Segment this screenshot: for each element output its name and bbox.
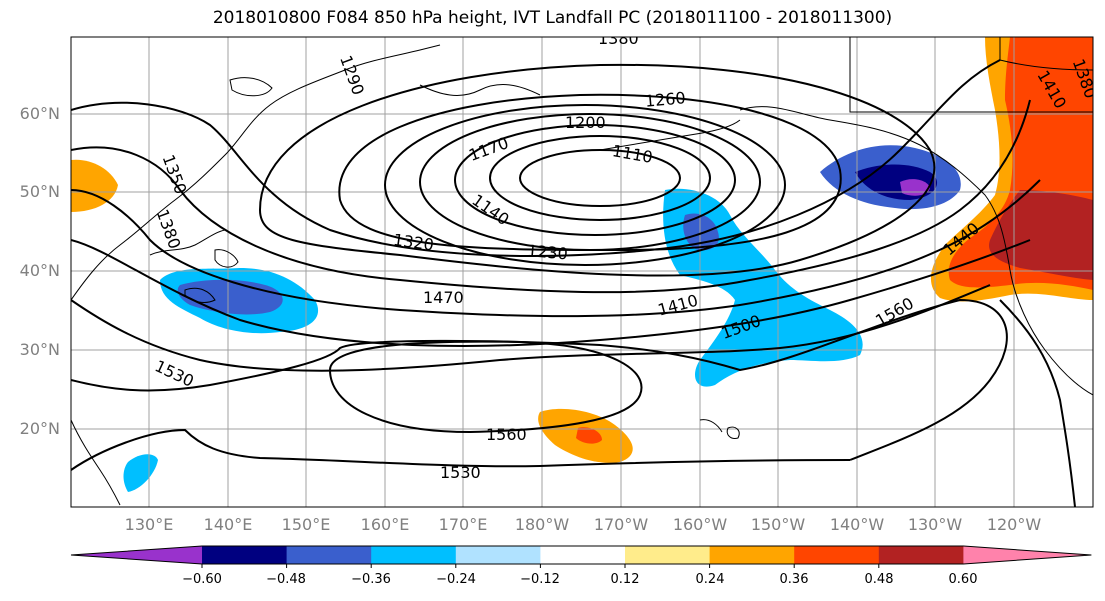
colorbar-tick-label: 0.12 xyxy=(610,572,640,587)
lon-label: 130°E xyxy=(124,515,174,534)
colorbar-tick-label: −0.48 xyxy=(266,572,306,587)
map-title: 2018010800 F084 850 hPa height, IVT Land… xyxy=(212,8,893,28)
colorbar-extend-max xyxy=(963,546,1092,564)
lon-label: 130°W xyxy=(907,515,963,534)
colorbar-tick-label: −0.36 xyxy=(351,572,391,587)
colorbar-extend-min xyxy=(71,546,202,564)
contour-label: 1560 xyxy=(486,425,527,444)
lon-label: 150°E xyxy=(281,515,331,534)
colorbar-segment xyxy=(709,546,795,564)
colorbar-segment xyxy=(286,546,372,564)
colorbar-segment xyxy=(625,546,711,564)
colorbar-tick-label: 0.24 xyxy=(695,572,725,587)
contour-label: 1470 xyxy=(423,288,464,307)
colorbar-segment xyxy=(371,546,457,564)
ivt-anomaly-fills xyxy=(71,37,1093,492)
lon-label: 160°E xyxy=(360,515,410,534)
colorbar-tick-label: 0.36 xyxy=(779,572,809,587)
lat-label: 30°N xyxy=(19,340,60,359)
colorbar xyxy=(70,545,1092,568)
contour-label: 1260 xyxy=(644,88,686,110)
lat-label: 60°N xyxy=(19,104,60,123)
lon-label: 170°E xyxy=(438,515,488,534)
contour-label: 1200 xyxy=(565,113,606,132)
lon-label: 140°E xyxy=(203,515,253,534)
colorbar-segment xyxy=(878,546,964,564)
colorbar-tick-label: −0.24 xyxy=(436,572,476,587)
lon-label: 150°W xyxy=(750,515,806,534)
anomaly-hawaii-core xyxy=(576,427,602,444)
colorbar-segment xyxy=(202,546,288,564)
colorbar-segment xyxy=(794,546,880,564)
colorbar-tick-label: 0.48 xyxy=(864,572,894,587)
lon-label: 160°W xyxy=(672,515,728,534)
colorbar-segment xyxy=(455,546,541,564)
colorbar-tick-label: −0.60 xyxy=(182,572,222,587)
contour-label: 1530 xyxy=(440,463,481,482)
lon-label: 170°W xyxy=(593,515,649,534)
contour-label: 1230 xyxy=(526,241,568,263)
lat-label: 20°N xyxy=(19,419,60,438)
contour-label: 1380 xyxy=(598,29,639,48)
lon-label: 120°W xyxy=(986,515,1042,534)
lon-label: 180°W xyxy=(514,515,570,534)
coastlines xyxy=(71,37,1093,506)
colorbar-tick-label: 0.60 xyxy=(948,572,978,587)
lat-label: 50°N xyxy=(19,182,60,201)
anomaly-asia-positive xyxy=(71,159,118,212)
map-plot-area: 1380 1290 1260 1410 1380 1350 1380 1200 … xyxy=(71,29,1093,507)
colorbar-segment xyxy=(540,546,626,564)
lat-label: 40°N xyxy=(19,261,60,280)
colorbar-tick-label: −0.12 xyxy=(520,572,560,587)
lon-label: 140°W xyxy=(829,515,885,534)
anomaly-na-positive-core xyxy=(989,190,1093,280)
height-contours xyxy=(71,59,1076,507)
map-frame xyxy=(70,36,1094,508)
